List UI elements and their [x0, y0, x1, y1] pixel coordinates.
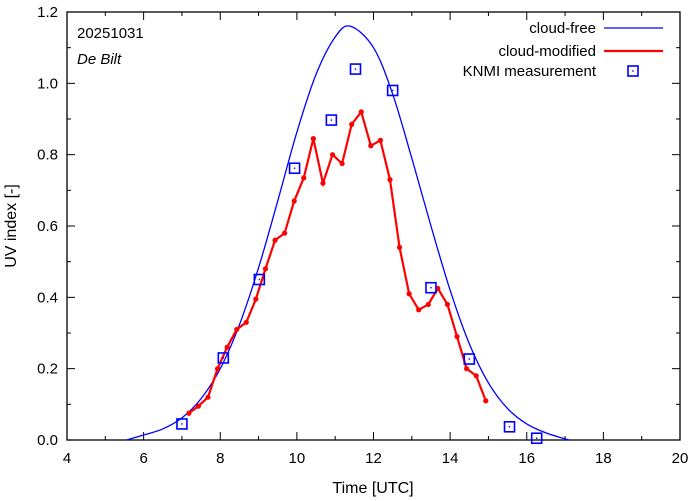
- cloud-modified-point: [282, 230, 288, 236]
- cloud-modified-point: [349, 121, 355, 127]
- knmi-marker-square: [463, 353, 476, 365]
- cloud-modified-point: [406, 291, 412, 297]
- cloud-modified-point: [234, 326, 240, 333]
- cloud-modified-point: [224, 344, 230, 350]
- cloud-modified-point: [387, 177, 393, 183]
- knmi-measurement-point: [463, 353, 476, 365]
- x-tick-label: 8: [216, 450, 224, 467]
- legend-swatch-knmi: [627, 65, 639, 77]
- cloud-modified-point: [463, 366, 470, 372]
- x-tick-label: 6: [139, 450, 147, 467]
- y-tick-label: 0.2: [37, 361, 58, 378]
- y-axis-label: UV index [-]: [3, 184, 20, 268]
- legend: cloud-free cloud-modified KNMI measurement: [463, 20, 663, 80]
- knmi-marker-dot: [536, 437, 538, 439]
- y-tick-label: 0.0: [37, 432, 58, 449]
- annotation-date: 20251031: [77, 25, 144, 42]
- knmi-marker-square: [503, 421, 516, 433]
- cloud-modified-point: [339, 160, 345, 167]
- cloud-modified-point: [329, 152, 336, 158]
- knmi-marker-dot: [293, 167, 296, 169]
- y-tick-label: 0.6: [37, 218, 58, 235]
- cloud-modified-point: [243, 319, 249, 325]
- cloud-modified-point: [444, 301, 451, 308]
- x-tick-label: 10: [289, 450, 306, 467]
- knmi-measurement-point: [349, 63, 362, 75]
- knmi-marker-square: [288, 162, 301, 175]
- cloud-modified-point: [377, 137, 383, 143]
- cloud-modified-point: [368, 143, 374, 149]
- x-tick-label: 4: [63, 450, 71, 467]
- legend-label-cloud-modified: cloud-modified: [498, 43, 596, 60]
- knmi-marker-dot: [258, 278, 261, 281]
- x-tick-label: 14: [442, 450, 459, 467]
- cloud-modified-point: [416, 307, 422, 313]
- knmi-marker-dot: [508, 426, 511, 428]
- cloud-modified-point: [214, 366, 221, 372]
- knmi-marker-square: [217, 352, 230, 364]
- y-tick-label: 0.4: [37, 289, 58, 306]
- legend-label-cloud-free: cloud-free: [529, 20, 596, 37]
- knmi-marker-dot: [222, 357, 225, 359]
- x-tick-label: 18: [595, 450, 612, 467]
- cloud-free-line: [126, 25, 570, 441]
- cloud-modified-point: [195, 403, 202, 409]
- cloud-modified-point: [425, 301, 431, 308]
- legend-swatch-knmi-dot: [632, 70, 634, 72]
- knmi-measurement-point: [386, 84, 399, 97]
- knmi-marker-dot: [354, 68, 357, 70]
- cloud-modified-point: [358, 109, 364, 115]
- x-tick-label: 20: [672, 450, 689, 467]
- y-tick-label: 1.2: [37, 4, 58, 21]
- knmi-marker-square: [325, 114, 338, 126]
- knmi-marker-square: [425, 281, 437, 294]
- knmi-measurement-point: [530, 432, 543, 445]
- knmi-marker-dot: [181, 423, 183, 425]
- knmi-measurement-point: [288, 162, 301, 175]
- annotation-location: De Bilt: [77, 51, 122, 68]
- cloud-modified-point: [320, 180, 326, 186]
- cloud-modified-point: [310, 136, 316, 142]
- cloud-modified-point: [205, 394, 211, 400]
- cloud-modified-point: [454, 333, 460, 340]
- cloud-modified-point: [272, 237, 278, 243]
- knmi-measurement-point: [217, 352, 230, 364]
- y-tick-label: 1.0: [37, 75, 58, 92]
- knmi-marker-square: [349, 63, 362, 75]
- knmi-marker-dot: [391, 89, 394, 92]
- cloud-modified-point: [473, 373, 479, 379]
- knmi-marker-square: [176, 418, 188, 430]
- knmi-measurement-point: [425, 281, 437, 294]
- knmi-marker-square: [386, 84, 399, 97]
- cloud-modified-point: [291, 198, 297, 204]
- knmi-measurement-point: [503, 421, 516, 433]
- x-tick-label: 12: [365, 450, 382, 467]
- knmi-marker-dot: [330, 119, 333, 121]
- cloud-modified-point: [483, 398, 489, 404]
- cloud-modified-point: [301, 175, 307, 181]
- x-axis-label: Time [UTC]: [332, 480, 413, 497]
- knmi-marker-square: [530, 432, 543, 445]
- x-tick-label: 16: [518, 450, 535, 467]
- legend-label-knmi-measurement: KNMI measurement: [463, 63, 597, 80]
- knmi-measurement-point: [253, 273, 266, 286]
- knmi-marker-square: [253, 273, 266, 286]
- knmi-measurement-point: [176, 418, 188, 430]
- cloud-modified-point: [186, 410, 192, 416]
- y-tick-label: 0.8: [37, 147, 58, 164]
- cloud-modified-point: [253, 296, 259, 302]
- cloud-modified-point: [396, 244, 403, 250]
- knmi-marker-dot: [468, 358, 470, 360]
- knmi-marker-dot: [430, 287, 432, 289]
- cloud-modified-point: [262, 266, 269, 272]
- knmi-measurement-point: [325, 114, 338, 126]
